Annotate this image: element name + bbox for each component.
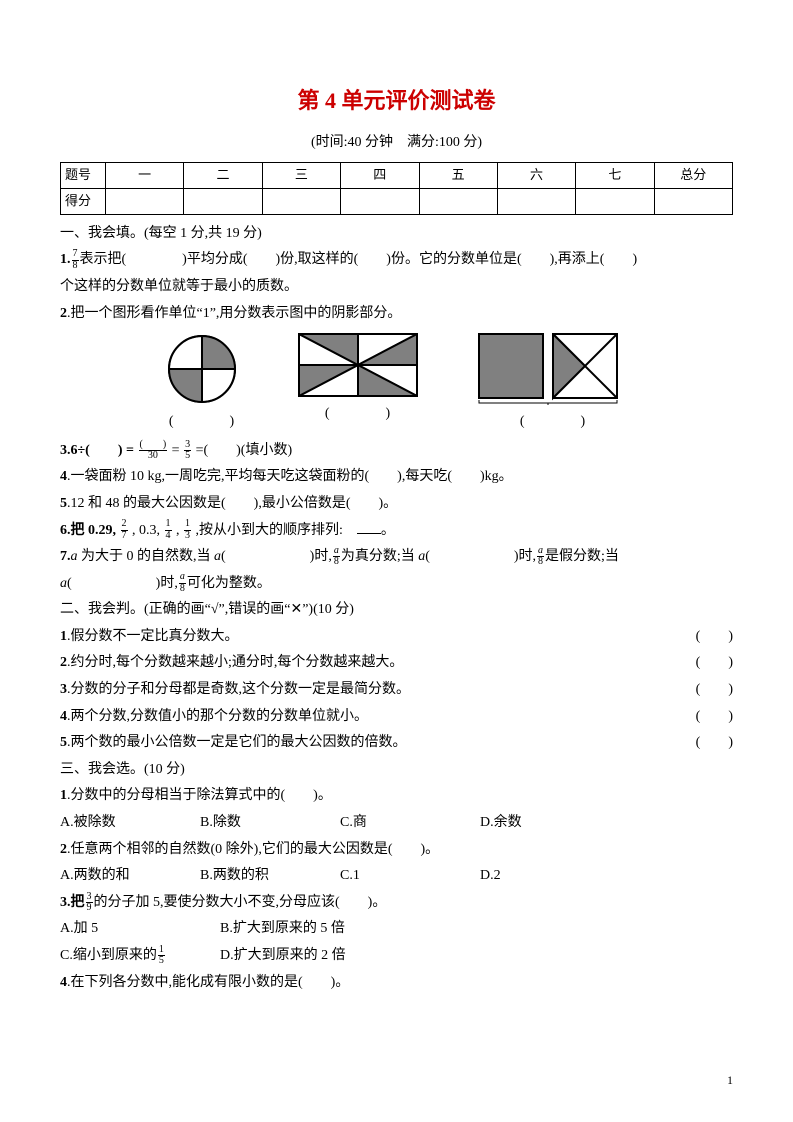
opt-d: D.2 <box>480 863 620 890</box>
cell: 五 <box>419 163 497 189</box>
fraction-blank-30: ( )30 <box>139 440 168 462</box>
cell: 二 <box>184 163 262 189</box>
fraction-2-7: 27 <box>121 519 128 541</box>
judge-3: 3.分数的分子和分母都是奇数,这个分数一定是最简分数。( ) <box>60 677 733 704</box>
q2: 22.把一个图形看作单位“1”,用分数表示图中的阴影部分。.把一个图形看作单位“… <box>60 301 733 328</box>
cell: 七 <box>576 163 654 189</box>
cell[interactable] <box>262 189 340 215</box>
page-title: 第 4 单元评价测试卷 <box>60 80 733 122</box>
cell[interactable] <box>419 189 497 215</box>
rect-x-icon <box>298 333 418 397</box>
q5: 5.12 和 48 的最大公因数是( ),最小公倍数是( )。 <box>60 491 733 518</box>
two-squares-icon <box>478 333 628 405</box>
q1-cont: 个这样的分数单位就等于最小的质数。 <box>60 274 733 301</box>
blank-underline <box>357 519 381 534</box>
figure-1: ( ) <box>166 333 238 436</box>
fraction-1-5: 15 <box>158 945 165 967</box>
score-table: 题号 一 二 三 四 五 六 七 总分 得分 <box>60 162 733 214</box>
paren: ( ) <box>696 624 733 651</box>
cell[interactable] <box>576 189 654 215</box>
section3-heading: 三、我会选。(10 分) <box>60 757 733 784</box>
opt-d: D.扩大到原来的 2 倍 <box>220 943 380 970</box>
paren: ( ) <box>696 704 733 731</box>
s3q1-opts: A.被除数 B.除数 C.商 D.余数 <box>60 810 733 837</box>
cell[interactable] <box>497 189 575 215</box>
judge-4: 4.两个分数,分数值小的那个分数的分数单位就小。( ) <box>60 704 733 731</box>
cell[interactable] <box>106 189 184 215</box>
section2-heading: 二、我会判。(正确的画“√”,错误的画“✕”)(10 分) <box>60 597 733 624</box>
opt-b: B.扩大到原来的 5 倍 <box>220 916 380 943</box>
judge-5: 5.两个数的最小公倍数一定是它们的最大公因数的倍数。( ) <box>60 730 733 757</box>
judge-1: 1.假分数不一定比真分数大。( ) <box>60 624 733 651</box>
section1-heading: 一、我会填。(每空 1 分,共 19 分) <box>60 221 733 248</box>
opt-c: C.1 <box>340 863 480 890</box>
s3q3: 3.把39的分子加 5,要使分数大小不变,分母应该( )。 <box>60 890 733 917</box>
q1-text: 表示把( )平均分成( )份,取这样的( )份。它的分数单位是( ),再添上( … <box>80 252 638 267</box>
cell: 六 <box>497 163 575 189</box>
opt-b: B.两数的积 <box>200 863 340 890</box>
cell: 三 <box>262 163 340 189</box>
figures-row: ( ) ( ) <box>60 333 733 436</box>
s3q2: 2.任意两个相邻的自然数(0 除外),它们的最大公因数是( )。 <box>60 837 733 864</box>
fig2-caption: ( ) <box>298 401 418 428</box>
figure-2: ( ) <box>298 333 418 436</box>
cell: 总分 <box>654 163 732 189</box>
cell[interactable] <box>184 189 262 215</box>
s3q3-opts2: C.缩小到原来的15 D.扩大到原来的 2 倍 <box>60 943 733 970</box>
pie-icon <box>166 333 238 405</box>
paren: ( ) <box>696 650 733 677</box>
fraction-3-5: 35 <box>184 440 191 462</box>
q4: 4.一袋面粉 10 kg,一周吃完,平均每天吃这袋面粉的( ),每天吃( )kg… <box>60 464 733 491</box>
cell[interactable] <box>654 189 732 215</box>
q7-cont: a( )时,a8可化为整数。 <box>60 571 733 598</box>
table-row: 题号 一 二 三 四 五 六 七 总分 <box>61 163 733 189</box>
figure-3: ( ) <box>478 333 628 436</box>
fraction-3-9: 39 <box>86 892 93 914</box>
s3q4: 4.在下列各分数中,能化成有限小数的是( )。 <box>60 970 733 997</box>
fraction-1-4: 14 <box>165 519 172 541</box>
fig3-caption: ( ) <box>478 409 628 436</box>
fraction-a-8: a8 <box>333 546 340 568</box>
s3q2-opts: A.两数的和 B.两数的积 C.1 D.2 <box>60 863 733 890</box>
cell: 四 <box>341 163 419 189</box>
q7: 7.a 为大于 0 的自然数,当 a( )时,a8为真分数;当 a( )时,a8… <box>60 544 733 571</box>
opt-b: B.除数 <box>200 810 340 837</box>
q3: 3.6÷( ) = ( )30 = 35 =( )(填小数) <box>60 438 733 465</box>
fraction-1-3: 13 <box>184 519 191 541</box>
cell[interactable] <box>341 189 419 215</box>
fig1-caption: ( ) <box>166 409 238 436</box>
judge-2: 2.约分时,每个分数越来越小;通分时,每个分数越来越大。( ) <box>60 650 733 677</box>
fraction-a-8b: a8 <box>537 546 544 568</box>
fraction-a-8c: a8 <box>179 572 186 594</box>
row1-label: 题号 <box>61 163 106 189</box>
cell: 一 <box>106 163 184 189</box>
opt-a: A.两数的和 <box>60 863 200 890</box>
opt-c: C.缩小到原来的15 <box>60 943 220 970</box>
opt-a: A.被除数 <box>60 810 200 837</box>
opt-a: A.加 5 <box>60 916 220 943</box>
row2-label: 得分 <box>61 189 106 215</box>
paren: ( ) <box>696 730 733 757</box>
fraction-7-8: 78 <box>72 249 79 271</box>
opt-d: D.余数 <box>480 810 620 837</box>
table-row: 得分 <box>61 189 733 215</box>
q1-num: 1. <box>60 252 71 267</box>
subtitle: (时间:40 分钟 满分:100 分) <box>60 130 733 157</box>
s3q3-opts1: A.加 5 B.扩大到原来的 5 倍 <box>60 916 733 943</box>
s3q1: 1.分数中的分母相当于除法算式中的( )。 <box>60 783 733 810</box>
q1: 1.78表示把( )平均分成( )份,取这样的( )份。它的分数单位是( ),再… <box>60 247 733 274</box>
opt-c: C.商 <box>340 810 480 837</box>
page-number: 1 <box>727 1069 733 1092</box>
paren: ( ) <box>696 677 733 704</box>
q6: 6.把 0.29, 27 , 0.3, 14 , 13 ,按从小到大的顺序排列:… <box>60 518 733 545</box>
